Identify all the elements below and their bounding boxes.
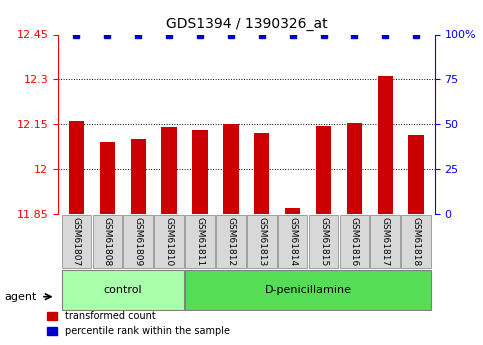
- Text: GSM61812: GSM61812: [227, 217, 235, 266]
- FancyBboxPatch shape: [62, 270, 184, 310]
- Text: control: control: [103, 285, 142, 295]
- FancyBboxPatch shape: [401, 215, 431, 268]
- Legend: transformed count, percentile rank within the sample: transformed count, percentile rank withi…: [43, 307, 234, 340]
- FancyBboxPatch shape: [93, 215, 122, 268]
- Bar: [161, 127, 177, 214]
- FancyBboxPatch shape: [216, 215, 246, 268]
- Bar: [316, 126, 331, 214]
- FancyBboxPatch shape: [124, 215, 153, 268]
- Text: GSM61815: GSM61815: [319, 217, 328, 266]
- Title: GDS1394 / 1390326_at: GDS1394 / 1390326_at: [166, 17, 327, 31]
- Text: GSM61818: GSM61818: [412, 217, 421, 266]
- FancyBboxPatch shape: [340, 215, 369, 268]
- Text: GSM61816: GSM61816: [350, 217, 359, 266]
- FancyBboxPatch shape: [185, 270, 431, 310]
- FancyBboxPatch shape: [247, 215, 277, 268]
- FancyBboxPatch shape: [309, 215, 339, 268]
- Bar: [378, 76, 393, 214]
- Bar: [192, 130, 208, 214]
- Text: GSM61813: GSM61813: [257, 217, 266, 266]
- FancyBboxPatch shape: [370, 215, 400, 268]
- Text: GSM61809: GSM61809: [134, 217, 143, 266]
- Bar: [99, 142, 115, 214]
- FancyBboxPatch shape: [185, 215, 215, 268]
- FancyBboxPatch shape: [154, 215, 184, 268]
- Bar: [254, 133, 270, 214]
- FancyBboxPatch shape: [278, 215, 308, 268]
- Bar: [223, 124, 239, 214]
- Text: D-penicillamine: D-penicillamine: [265, 285, 352, 295]
- Bar: [347, 123, 362, 214]
- Text: GSM61817: GSM61817: [381, 217, 390, 266]
- Text: GSM61810: GSM61810: [165, 217, 173, 266]
- Bar: [130, 139, 146, 214]
- Text: GSM61807: GSM61807: [72, 217, 81, 266]
- Bar: [69, 121, 84, 214]
- Text: GSM61811: GSM61811: [196, 217, 204, 266]
- FancyBboxPatch shape: [62, 215, 91, 268]
- Bar: [285, 208, 300, 214]
- Text: GSM61814: GSM61814: [288, 217, 297, 266]
- Text: GSM61808: GSM61808: [103, 217, 112, 266]
- Bar: [409, 135, 424, 214]
- Text: agent: agent: [5, 292, 37, 302]
